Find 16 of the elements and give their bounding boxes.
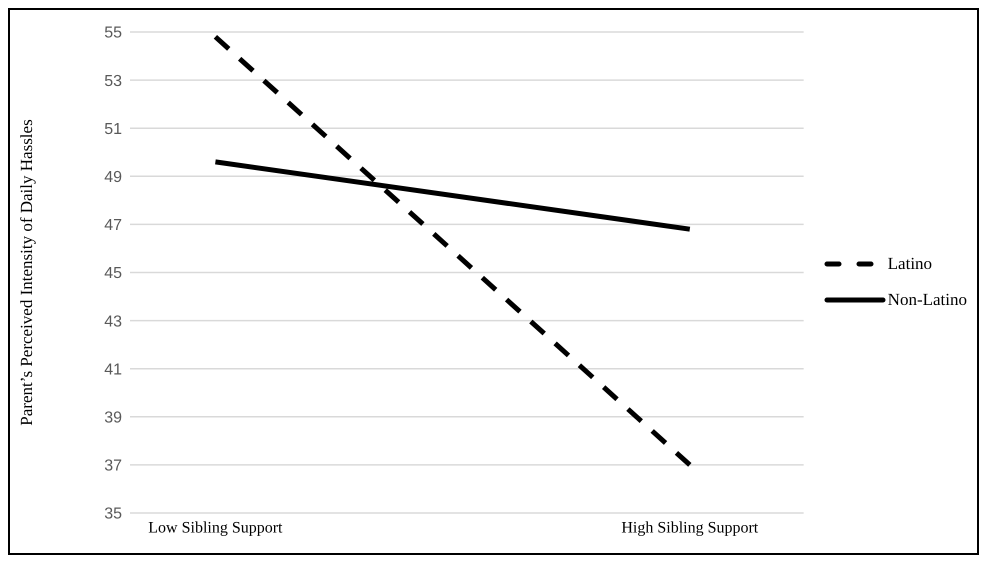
y-tick-label: 35	[104, 506, 122, 523]
y-tick-label: 45	[104, 265, 122, 282]
legend-label: Latino	[888, 254, 932, 274]
y-tick-label: 49	[104, 168, 122, 186]
y-tick-label: 41	[104, 361, 122, 378]
x-tick-label: Low Sibling Support	[148, 519, 284, 536]
y-tick-label: 47	[104, 217, 122, 234]
x-tick-label: High Sibling Support	[621, 519, 759, 536]
y-tick-label: 37	[104, 458, 122, 475]
y-tick-label: 39	[104, 409, 122, 426]
legend-label: Non-Latino	[888, 290, 967, 310]
y-tick-label: 53	[104, 72, 122, 90]
y-tick-label: 51	[104, 120, 122, 138]
y-tick-label: 55	[104, 24, 122, 42]
y-tick-label: 43	[104, 313, 122, 330]
y-axis-title: Parent’s Perceived Intensity of Daily Hassles	[17, 119, 36, 426]
